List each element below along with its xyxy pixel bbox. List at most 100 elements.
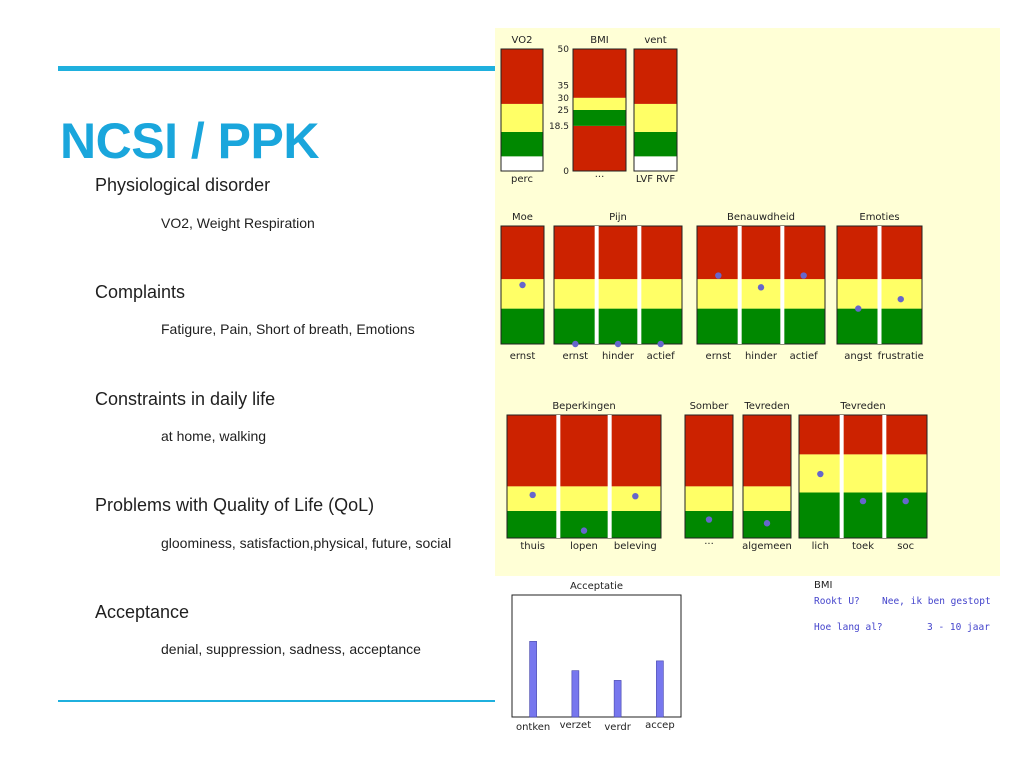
topic-1-detail: VO2, Weight Respiration [161, 215, 315, 231]
topic-1-label: Physiological disorder [95, 175, 271, 195]
chart-6-point [757, 284, 765, 291]
chart-8-zone-red [507, 415, 661, 487]
topic-2-detail: Fatigure, Pain, Short of breath, Emotion… [161, 321, 415, 337]
chart-10-frame [742, 414, 792, 539]
chart-6-column-separator [780, 226, 785, 344]
chart-11-zone-red [799, 415, 927, 455]
chart-7-tick-label: frustratie [878, 351, 924, 362]
chart-6-tick-label: actief [790, 351, 818, 362]
acceptatie-tick-label: verdr [604, 722, 631, 733]
chart-5-point [657, 340, 664, 348]
chart-5-title: Pijn [609, 212, 627, 223]
chart-6-zone-red [697, 226, 825, 280]
bmi-info-answer: 3 - 10 jaar [927, 622, 990, 633]
topic-5-detail: denial, suppression, sadness, acceptance [161, 641, 421, 657]
chart-1-zone-red [501, 49, 543, 104]
acceptatie-bar [656, 660, 664, 718]
chart-3-zone-white [634, 156, 677, 171]
top-accent-rule [58, 66, 495, 71]
chart-9-point [705, 516, 713, 523]
chart-3-zone-green [634, 131, 677, 157]
chart-7-point [855, 305, 862, 312]
acceptatie-tick-label: ontken [516, 722, 550, 733]
chart-11-point [817, 470, 824, 478]
chart-2-axis-tick: 30 [558, 94, 570, 104]
chart-7-point [897, 295, 904, 303]
chart-9-zone-red [685, 415, 733, 487]
chart-5-tick-label: actief [647, 351, 675, 362]
chart-7-title: Emoties [859, 212, 899, 223]
topic-3-label: Constraints in daily life [95, 389, 276, 409]
chart-11-column-separator [882, 415, 887, 538]
chart-4-title: Moe [512, 212, 533, 223]
chart-11-tick-label: lich [812, 541, 829, 552]
chart-11-tick-label: toek [852, 541, 874, 552]
chart-11-frame [798, 414, 928, 539]
chart-9-tick-label: ... [704, 536, 714, 547]
chart-8-zone-green [507, 510, 661, 538]
chart-11-column-separator [839, 415, 844, 538]
chart-8-frame [506, 414, 662, 539]
page-title: NCSI / PPK [60, 113, 319, 169]
chart-2-axis-tick: 50 [558, 45, 570, 55]
chart-5-zone-green [554, 308, 682, 344]
acceptatie-tick-label: verzet [560, 720, 592, 731]
chart-8-column-separator [607, 415, 612, 538]
bmi-info-answer: Nee, ik ben gestopt [882, 596, 991, 607]
chart-2-frame [572, 48, 627, 172]
chart-9-frame [684, 414, 734, 539]
acceptatie-tick-label: accep [645, 720, 675, 731]
topic-4-label: Problems with Quality of Life (QoL) [95, 495, 375, 515]
chart-1-zone-green [501, 131, 543, 157]
chart-6-tick-label: hinder [745, 351, 778, 362]
chart-1-frame [500, 48, 544, 172]
chart-8-tick-label: thuis [520, 541, 545, 552]
chart-5-point [614, 340, 622, 348]
topic-4-detail: gloominess, satisfaction,physical, futur… [161, 535, 452, 551]
bmi-info-header: BMI [814, 580, 832, 591]
chart-1-zone-white [501, 156, 543, 171]
chart-3-frame [633, 48, 678, 172]
chart-4-frame [500, 225, 545, 345]
chart-2-axis-tick: 35 [558, 82, 569, 92]
chart-6-point [715, 272, 722, 279]
chart-6-frame [696, 225, 826, 345]
chart-11-point [859, 497, 867, 505]
chart-10-point [763, 520, 771, 527]
chart-8-tick-label: beleving [614, 541, 657, 552]
chart-7-tick-label: angst [844, 351, 872, 362]
topic-3-detail: at home, walking [161, 428, 267, 444]
acceptatie-frame [511, 594, 682, 718]
chart-3-title: vent [644, 35, 666, 46]
chart-8-point [580, 527, 588, 534]
acceptatie-bar [613, 680, 622, 718]
chart-5-column-separator [637, 226, 642, 344]
chart-6-tick-label: ernst [706, 351, 732, 362]
chart-2-axis-tick: 18.5 [549, 122, 569, 132]
acceptatie-title: Acceptatie [570, 581, 623, 592]
chart-1-title: VO2 [512, 35, 533, 46]
chart-10-title: Tevreden [743, 401, 789, 412]
bottom-accent-rule [58, 700, 495, 702]
chart-4-tick-label: ernst [510, 351, 536, 362]
chart-6-zone-green [697, 308, 825, 344]
chart-8-title: Beperkingen [552, 401, 615, 412]
chart-8-point [632, 492, 639, 500]
chart-5-point [572, 340, 579, 348]
chart-2-zone-yellow [573, 97, 626, 110]
chart-4-zone-red [501, 226, 544, 280]
chart-8-column-separator [556, 415, 561, 538]
chart-9-title: Somber [690, 401, 730, 412]
chart-8-zone-yellow [507, 486, 661, 511]
chart-3-zone-yellow [634, 103, 677, 132]
chart-6-zone-yellow [697, 279, 825, 309]
chart-5-tick-label: hinder [602, 351, 635, 362]
chart-2-zone-red [573, 125, 626, 171]
chart-11-point [902, 497, 909, 505]
chart-11-tick-label: soc [897, 541, 914, 552]
chart-6-title: Benauwdheid [727, 212, 795, 223]
chart-6-column-separator [737, 226, 742, 344]
chart-2-tick-label: ... [595, 169, 605, 180]
chart-10-zone-red [743, 415, 791, 487]
